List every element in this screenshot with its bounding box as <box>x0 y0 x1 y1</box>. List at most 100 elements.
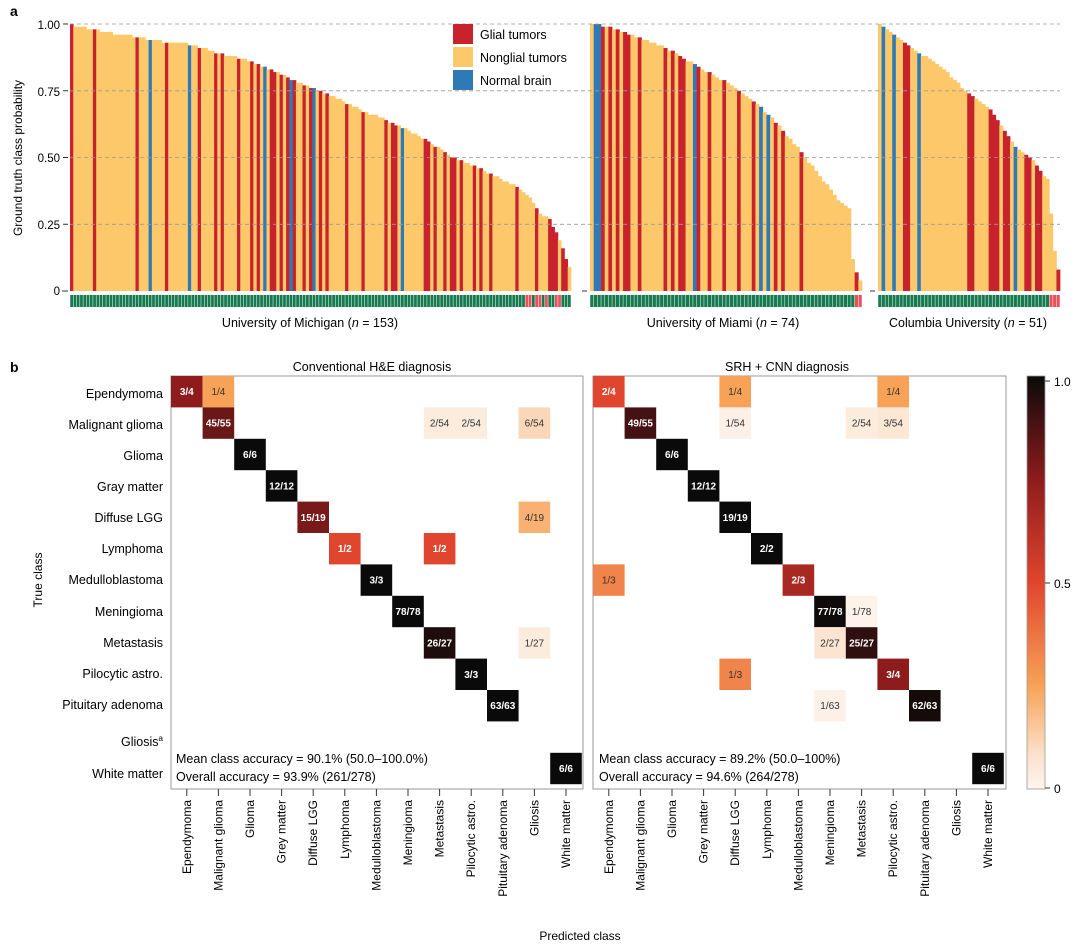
prediction-status-tick <box>188 295 191 307</box>
prediction-status-tick <box>903 295 907 307</box>
matrix-cell <box>751 533 783 565</box>
probability-bar <box>551 226 555 291</box>
probability-bar <box>788 138 793 291</box>
prediction-status-tick <box>799 295 803 307</box>
bar-plot-area <box>62 24 1061 307</box>
probability-bar <box>817 176 822 291</box>
prediction-status-tick <box>649 295 653 307</box>
probability-bar <box>601 26 606 291</box>
probability-bar <box>528 197 533 291</box>
prediction-status-tick <box>892 295 896 307</box>
probability-bar <box>557 240 562 291</box>
prediction-status-tick <box>807 295 811 307</box>
probability-bar <box>282 74 287 291</box>
probability-bar <box>181 42 185 291</box>
row-label: Ependymoma <box>86 387 163 401</box>
prediction-status-tick <box>935 295 939 307</box>
matrix-frame <box>170 375 584 790</box>
prediction-status-tick <box>96 295 100 307</box>
prediction-status-tick <box>996 295 1000 307</box>
prediction-status-tick <box>319 295 322 307</box>
matrix-cell <box>423 533 456 565</box>
probability-bar <box>917 53 922 292</box>
probability-bar <box>645 40 650 291</box>
probability-bar <box>784 136 789 291</box>
prediction-status-tick <box>981 295 985 307</box>
prediction-status-tick <box>168 295 172 307</box>
probability-bar <box>187 45 192 291</box>
prediction-status-tick <box>152 295 155 307</box>
prediction-status-tick <box>266 295 270 307</box>
prediction-status-tick <box>748 295 752 307</box>
probability-bar <box>286 77 290 292</box>
panel-b-ylabel: True class <box>31 553 45 608</box>
prediction-status-tick <box>667 295 671 307</box>
matrix-cell <box>972 752 1004 785</box>
prediction-status-tick <box>851 295 855 307</box>
prediction-status-tick <box>364 295 368 307</box>
prediction-status-tick <box>810 295 814 307</box>
probability-bar <box>881 26 886 291</box>
matrix-cell-label: 45/55 <box>206 419 231 430</box>
probability-bar <box>348 104 352 291</box>
probability-bar <box>548 218 552 291</box>
matrix-cell <box>845 627 878 659</box>
prediction-status-tick <box>781 295 785 307</box>
prediction-status-tick <box>910 295 914 307</box>
probability-bar <box>381 117 385 291</box>
probability-bar <box>1017 149 1022 291</box>
prediction-status-tick <box>766 295 770 307</box>
accuracy-overall-he: Overall accuracy = 93.9% (261/278) <box>176 770 376 784</box>
prediction-status-tick <box>896 295 900 307</box>
matrix-cell-label: 6/6 <box>665 450 679 461</box>
matrix-cell <box>455 658 487 690</box>
matrix-cell-label: 4/19 <box>525 513 545 524</box>
probability-bar <box>634 37 639 291</box>
prediction-status-tick <box>178 295 182 307</box>
probability-bar <box>394 125 398 292</box>
prediction-status-tick <box>482 295 486 307</box>
prediction-status-tick <box>1056 295 1060 307</box>
prediction-status-tick <box>181 295 185 307</box>
prediction-status-tick <box>423 295 427 307</box>
prediction-status-tick <box>132 295 136 307</box>
row-label: Medulloblastoma <box>69 573 164 587</box>
probability-bar <box>305 85 310 291</box>
probability-bar <box>259 66 264 291</box>
prediction-status-tick <box>335 295 339 307</box>
prediction-status-tick <box>814 295 818 307</box>
probability-bar <box>659 45 664 291</box>
probability-bar <box>374 114 379 291</box>
probability-bar <box>759 106 764 292</box>
probability-bar <box>482 170 487 291</box>
prediction-status-tick <box>296 295 299 307</box>
probability-bar <box>942 69 947 291</box>
prediction-status-tick <box>286 295 290 307</box>
probability-bar <box>364 112 369 291</box>
prediction-status-tick <box>847 295 851 307</box>
prediction-status-tick <box>417 295 421 307</box>
probability-bar <box>217 53 221 292</box>
prediction-status-tick <box>414 295 417 307</box>
legend-swatch-normal <box>453 70 473 90</box>
matrix-cell <box>360 564 393 596</box>
matrix-cell <box>782 564 815 596</box>
prediction-status-tick <box>821 295 825 307</box>
prediction-status-tick <box>299 295 303 307</box>
probability-bar <box>963 90 968 291</box>
prediction-status-tick <box>263 295 267 307</box>
prediction-status-tick <box>630 295 634 307</box>
probability-bar <box>766 114 771 291</box>
probability-bar <box>377 117 382 291</box>
prediction-status-tick <box>171 295 175 307</box>
prediction-status-tick <box>361 295 365 307</box>
matrix-cell-label: 26/27 <box>427 638 452 649</box>
matrix-cell-label: 1/3 <box>602 576 616 587</box>
prediction-status-tick <box>551 295 555 307</box>
probability-bar <box>92 29 97 292</box>
predicted-class-labels-he: Ependymoma Malignant glioma Glioma Grey mat… <box>180 789 573 897</box>
prediction-status-tick <box>707 295 712 307</box>
prediction-status-tick <box>260 295 263 307</box>
probability-bar <box>590 24 595 291</box>
prediction-status-tick <box>615 295 620 307</box>
